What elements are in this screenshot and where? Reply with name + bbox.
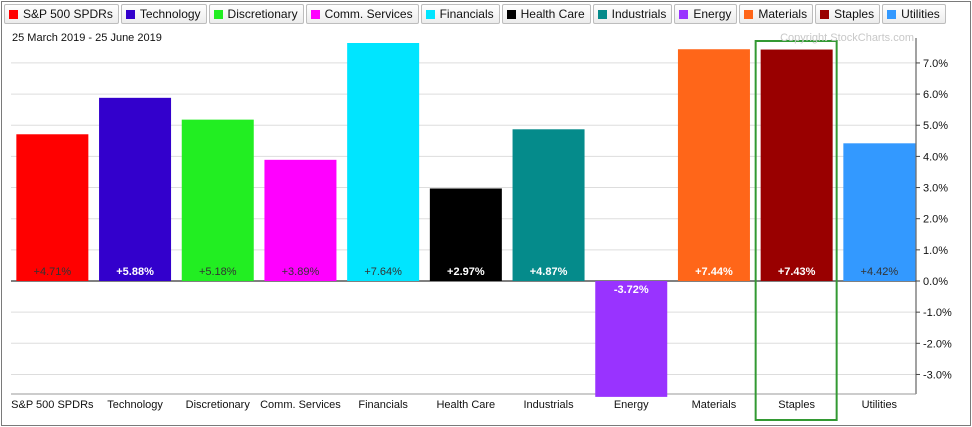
x-tick-label: Financials bbox=[358, 399, 408, 411]
y-tick-label: 7.0% bbox=[923, 58, 948, 70]
legend-swatch bbox=[425, 9, 435, 19]
y-tick-label: 5.0% bbox=[923, 120, 948, 132]
legend-item-10[interactable]: Utilities bbox=[882, 4, 946, 24]
y-tick-label: 3.0% bbox=[923, 183, 948, 195]
bar-energy[interactable] bbox=[595, 281, 668, 397]
x-tick-label: Health Care bbox=[436, 399, 495, 411]
legend-item-8[interactable]: Materials bbox=[739, 4, 814, 24]
bar-technology[interactable] bbox=[99, 97, 172, 281]
legend-label: Utilities bbox=[901, 7, 940, 21]
data-label: +7.44% bbox=[695, 266, 733, 278]
legend-swatch bbox=[9, 9, 18, 19]
legend-swatch bbox=[310, 9, 320, 19]
bar-comm-services[interactable] bbox=[264, 159, 337, 281]
bar-health-care[interactable] bbox=[429, 188, 502, 281]
legend-label: Health Care bbox=[520, 7, 585, 21]
legend-item-5[interactable]: Health Care bbox=[501, 4, 591, 24]
legend-label: Financials bbox=[439, 7, 494, 21]
legend-swatch bbox=[744, 9, 754, 19]
legend-swatch bbox=[597, 9, 607, 19]
y-tick-label: 6.0% bbox=[923, 89, 948, 101]
bar-financials[interactable] bbox=[347, 43, 420, 281]
x-tick-label: Technology bbox=[107, 399, 163, 411]
data-label: -3.72% bbox=[614, 284, 649, 296]
legend-label: Discretionary bbox=[227, 7, 298, 21]
bar-discretionary[interactable] bbox=[181, 119, 254, 281]
legend-label: Materials bbox=[758, 7, 808, 21]
data-label: +7.43% bbox=[778, 266, 816, 278]
x-tick-label: Comm. Services bbox=[260, 399, 341, 411]
highlight-box bbox=[754, 40, 838, 421]
legend-label: Comm. Services bbox=[324, 7, 413, 21]
bar-staples[interactable] bbox=[760, 49, 833, 281]
data-label: +4.87% bbox=[530, 266, 568, 278]
data-label: +3.89% bbox=[282, 266, 320, 278]
legend-item-9[interactable]: Staples bbox=[815, 4, 881, 24]
x-tick-label: S&P 500 SPDRs bbox=[11, 399, 94, 411]
legend: S&P 500 SPDRs Technology Discretionary Comm… bbox=[4, 4, 946, 26]
data-label: +4.42% bbox=[861, 266, 899, 278]
legend-swatch bbox=[887, 9, 897, 19]
legend-swatch bbox=[213, 9, 223, 19]
y-tick-label: 0.0% bbox=[923, 276, 948, 288]
legend-label: Energy bbox=[693, 7, 732, 21]
x-tick-label: Discretionary bbox=[186, 399, 251, 411]
x-tick-label: Staples bbox=[778, 399, 815, 411]
legend-item-4[interactable]: Financials bbox=[420, 4, 500, 24]
legend-label: Industrials bbox=[611, 7, 667, 21]
legend-swatch bbox=[820, 9, 830, 19]
bar-industrials[interactable] bbox=[512, 129, 585, 281]
legend-swatch bbox=[125, 9, 135, 19]
legend-item-0[interactable]: S&P 500 SPDRs bbox=[4, 4, 119, 24]
y-tick-label: -1.0% bbox=[923, 307, 952, 319]
data-label: +5.18% bbox=[199, 266, 237, 278]
x-tick-label: Utilities bbox=[862, 399, 898, 411]
y-tick-label: 1.0% bbox=[923, 245, 948, 257]
legend-label: S&P 500 SPDRs bbox=[23, 7, 113, 21]
y-tick-label: 2.0% bbox=[923, 214, 948, 226]
data-label: +4.71% bbox=[34, 266, 72, 278]
data-label: +5.88% bbox=[116, 266, 154, 278]
legend-label: Technology bbox=[139, 7, 201, 21]
bar-utilities[interactable] bbox=[843, 143, 916, 281]
legend-item-7[interactable]: Energy bbox=[674, 4, 738, 24]
legend-item-1[interactable]: Technology bbox=[120, 4, 207, 24]
legend-item-3[interactable]: Comm. Services bbox=[305, 4, 419, 24]
y-tick-label: -3.0% bbox=[923, 369, 952, 381]
legend-swatch bbox=[679, 9, 689, 19]
data-label: +2.97% bbox=[447, 266, 485, 278]
legend-item-2[interactable]: Discretionary bbox=[208, 4, 304, 24]
label-layer: 7.0% 6.0% 5.0% 4.0% 3.0% 2.0% 1.0% 0.0% -1.0% -2.… bbox=[11, 40, 952, 421]
legend-swatch bbox=[506, 9, 516, 19]
x-tick-label: Materials bbox=[692, 399, 737, 411]
date-range-label: 25 March 2019 - 25 June 2019 bbox=[12, 32, 162, 44]
watermark: Copyright StockCharts.com bbox=[780, 32, 914, 44]
x-tick-label: Industrials bbox=[523, 399, 574, 411]
bar-layer bbox=[16, 43, 916, 397]
x-tick-label: Energy bbox=[614, 399, 649, 411]
y-tick-label: -2.0% bbox=[923, 338, 952, 350]
data-label: +7.64% bbox=[364, 266, 402, 278]
bar-materials[interactable] bbox=[677, 49, 750, 282]
legend-item-6[interactable]: Industrials bbox=[592, 4, 673, 24]
legend-label: Staples bbox=[834, 7, 875, 21]
y-tick-label: 4.0% bbox=[923, 151, 948, 163]
bar-s-p-500-spdrs[interactable] bbox=[16, 134, 89, 281]
